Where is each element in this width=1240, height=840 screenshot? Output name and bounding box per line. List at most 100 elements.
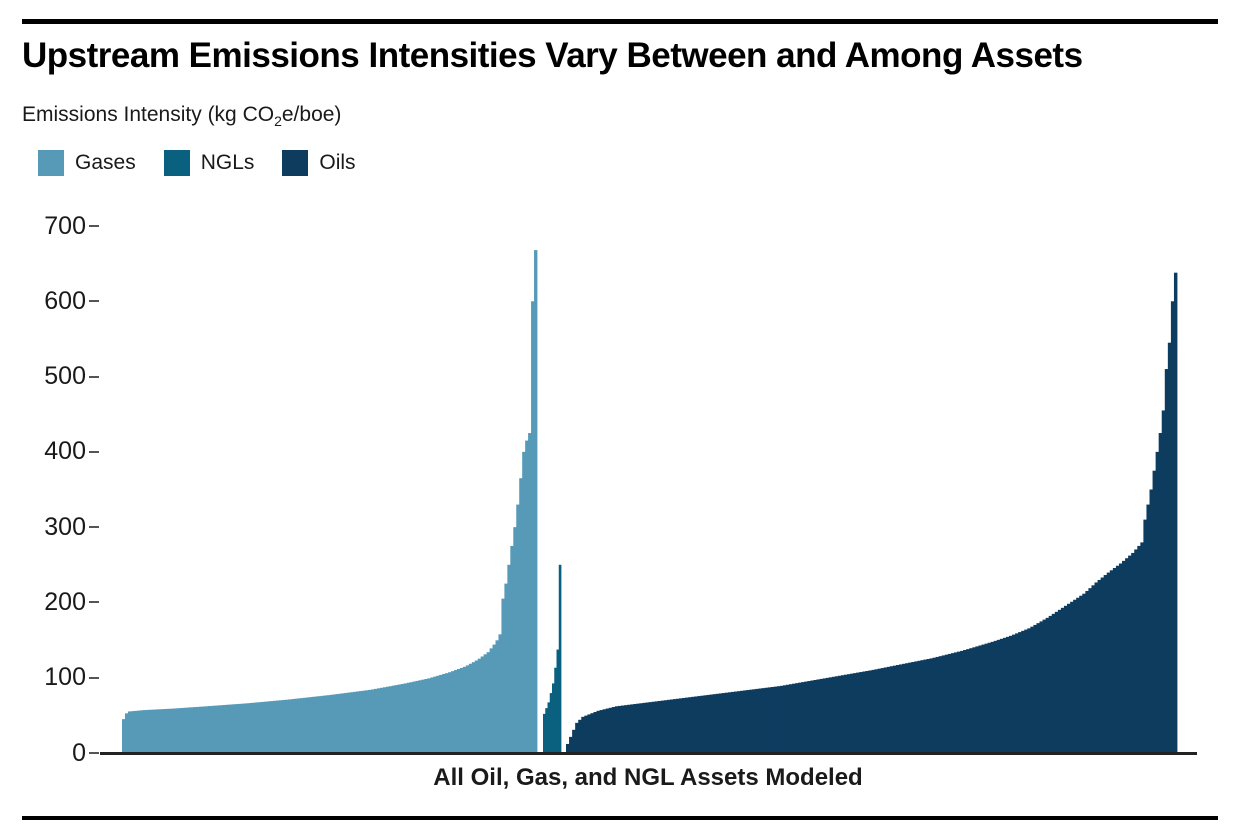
bar-gases [468,663,473,753]
bar-gases [489,648,493,753]
bar-gases [507,564,511,753]
bar-gases [528,433,532,753]
bar-gases [474,660,479,753]
bar-gases [130,711,135,753]
bar-gases [368,689,372,753]
bar-ngls [547,702,551,753]
bar-gases [264,701,268,753]
bar-oils [727,692,732,753]
bar-oils [682,697,686,753]
bar-gases [290,699,295,753]
bar-oils [633,704,637,753]
bar-oils [596,710,601,753]
y-tick-mark [89,752,99,754]
bar-oils [789,684,793,753]
bar-gases [477,658,482,753]
bar-gases [133,710,138,753]
bar-oils [886,666,891,753]
bar-oils [844,674,848,753]
bar-gases [362,690,366,753]
bar-oils [1030,626,1034,753]
bar-gases [338,693,342,753]
bar-oils [590,713,594,753]
bar-oils [908,662,912,753]
bar-oils [1128,555,1132,753]
bar-oils [1137,545,1141,753]
bar-oils [1149,489,1153,753]
y-tick-mark [89,450,99,453]
bar-oils [776,686,781,753]
bar-oils [614,706,619,753]
bar-oils [752,689,756,753]
bar-oils [813,679,817,753]
bar-oils [630,704,634,753]
bar-oils [1057,609,1062,753]
bar-gases [157,709,161,753]
bar-oils [1088,588,1092,753]
bar-oils [1073,599,1077,753]
bar-gases [504,583,508,753]
bar-oils [1079,595,1083,753]
bar-gases [222,704,227,753]
bar-oils [899,664,903,753]
bar-oils [1015,633,1019,753]
bar-gases [391,685,396,753]
bar-ngls [554,667,557,753]
bar-gases [252,702,256,753]
bar-oils [987,642,992,753]
bar-gases [279,700,283,753]
bar-gases [421,679,425,753]
bar-gases [249,702,253,753]
bar-gases [498,634,502,753]
bar-oils [724,692,729,753]
bar-gases [207,706,212,753]
bar-oils [892,665,897,753]
bar-oils [584,715,588,753]
bar-oils [779,685,784,753]
bar-oils [706,694,710,753]
bar-gases [169,708,173,753]
chart-title: Upstream Emissions Intensities Vary Betw… [22,36,1083,75]
bar-gases [276,700,280,753]
y-tick-label: 500 [44,362,86,391]
bar-oils [749,689,753,753]
bar-oils [1042,619,1047,753]
bar-oils [880,668,885,753]
bar-gases [163,709,167,753]
bar-oils [697,696,701,753]
bar-gases [501,598,505,753]
bar-oils [1143,519,1147,753]
bar-oils [685,697,689,753]
bar-oils [737,691,741,753]
bar-oils [1039,621,1043,753]
bar-oils [599,710,604,753]
bar-oils [721,693,726,753]
bar-oils [1158,433,1163,753]
x-axis-line [100,752,1197,755]
bar-gases [261,701,265,753]
bar-oils [1094,582,1098,753]
bar-oils [620,705,625,753]
bar-gases [495,640,499,753]
bar-gases [151,709,155,753]
bar-gases [483,654,487,753]
bar-gases [480,656,485,753]
bar-gases [424,679,428,753]
bar-gases [122,719,126,753]
legend-swatch-gases [38,150,64,176]
bar-oils [935,656,940,753]
legend-item-ngls: NGLs [163,150,254,176]
bar-oils [926,658,930,753]
bar-oils [1085,590,1089,753]
bar-oils [734,691,738,753]
bar-oils [923,659,927,753]
bar-gases [371,689,375,753]
bar-oils [807,681,811,753]
bar-oils [758,688,762,753]
bar-oils [877,668,882,753]
bar-oils [743,690,747,753]
bar-gases [486,652,490,753]
y-tick-mark [89,300,99,303]
